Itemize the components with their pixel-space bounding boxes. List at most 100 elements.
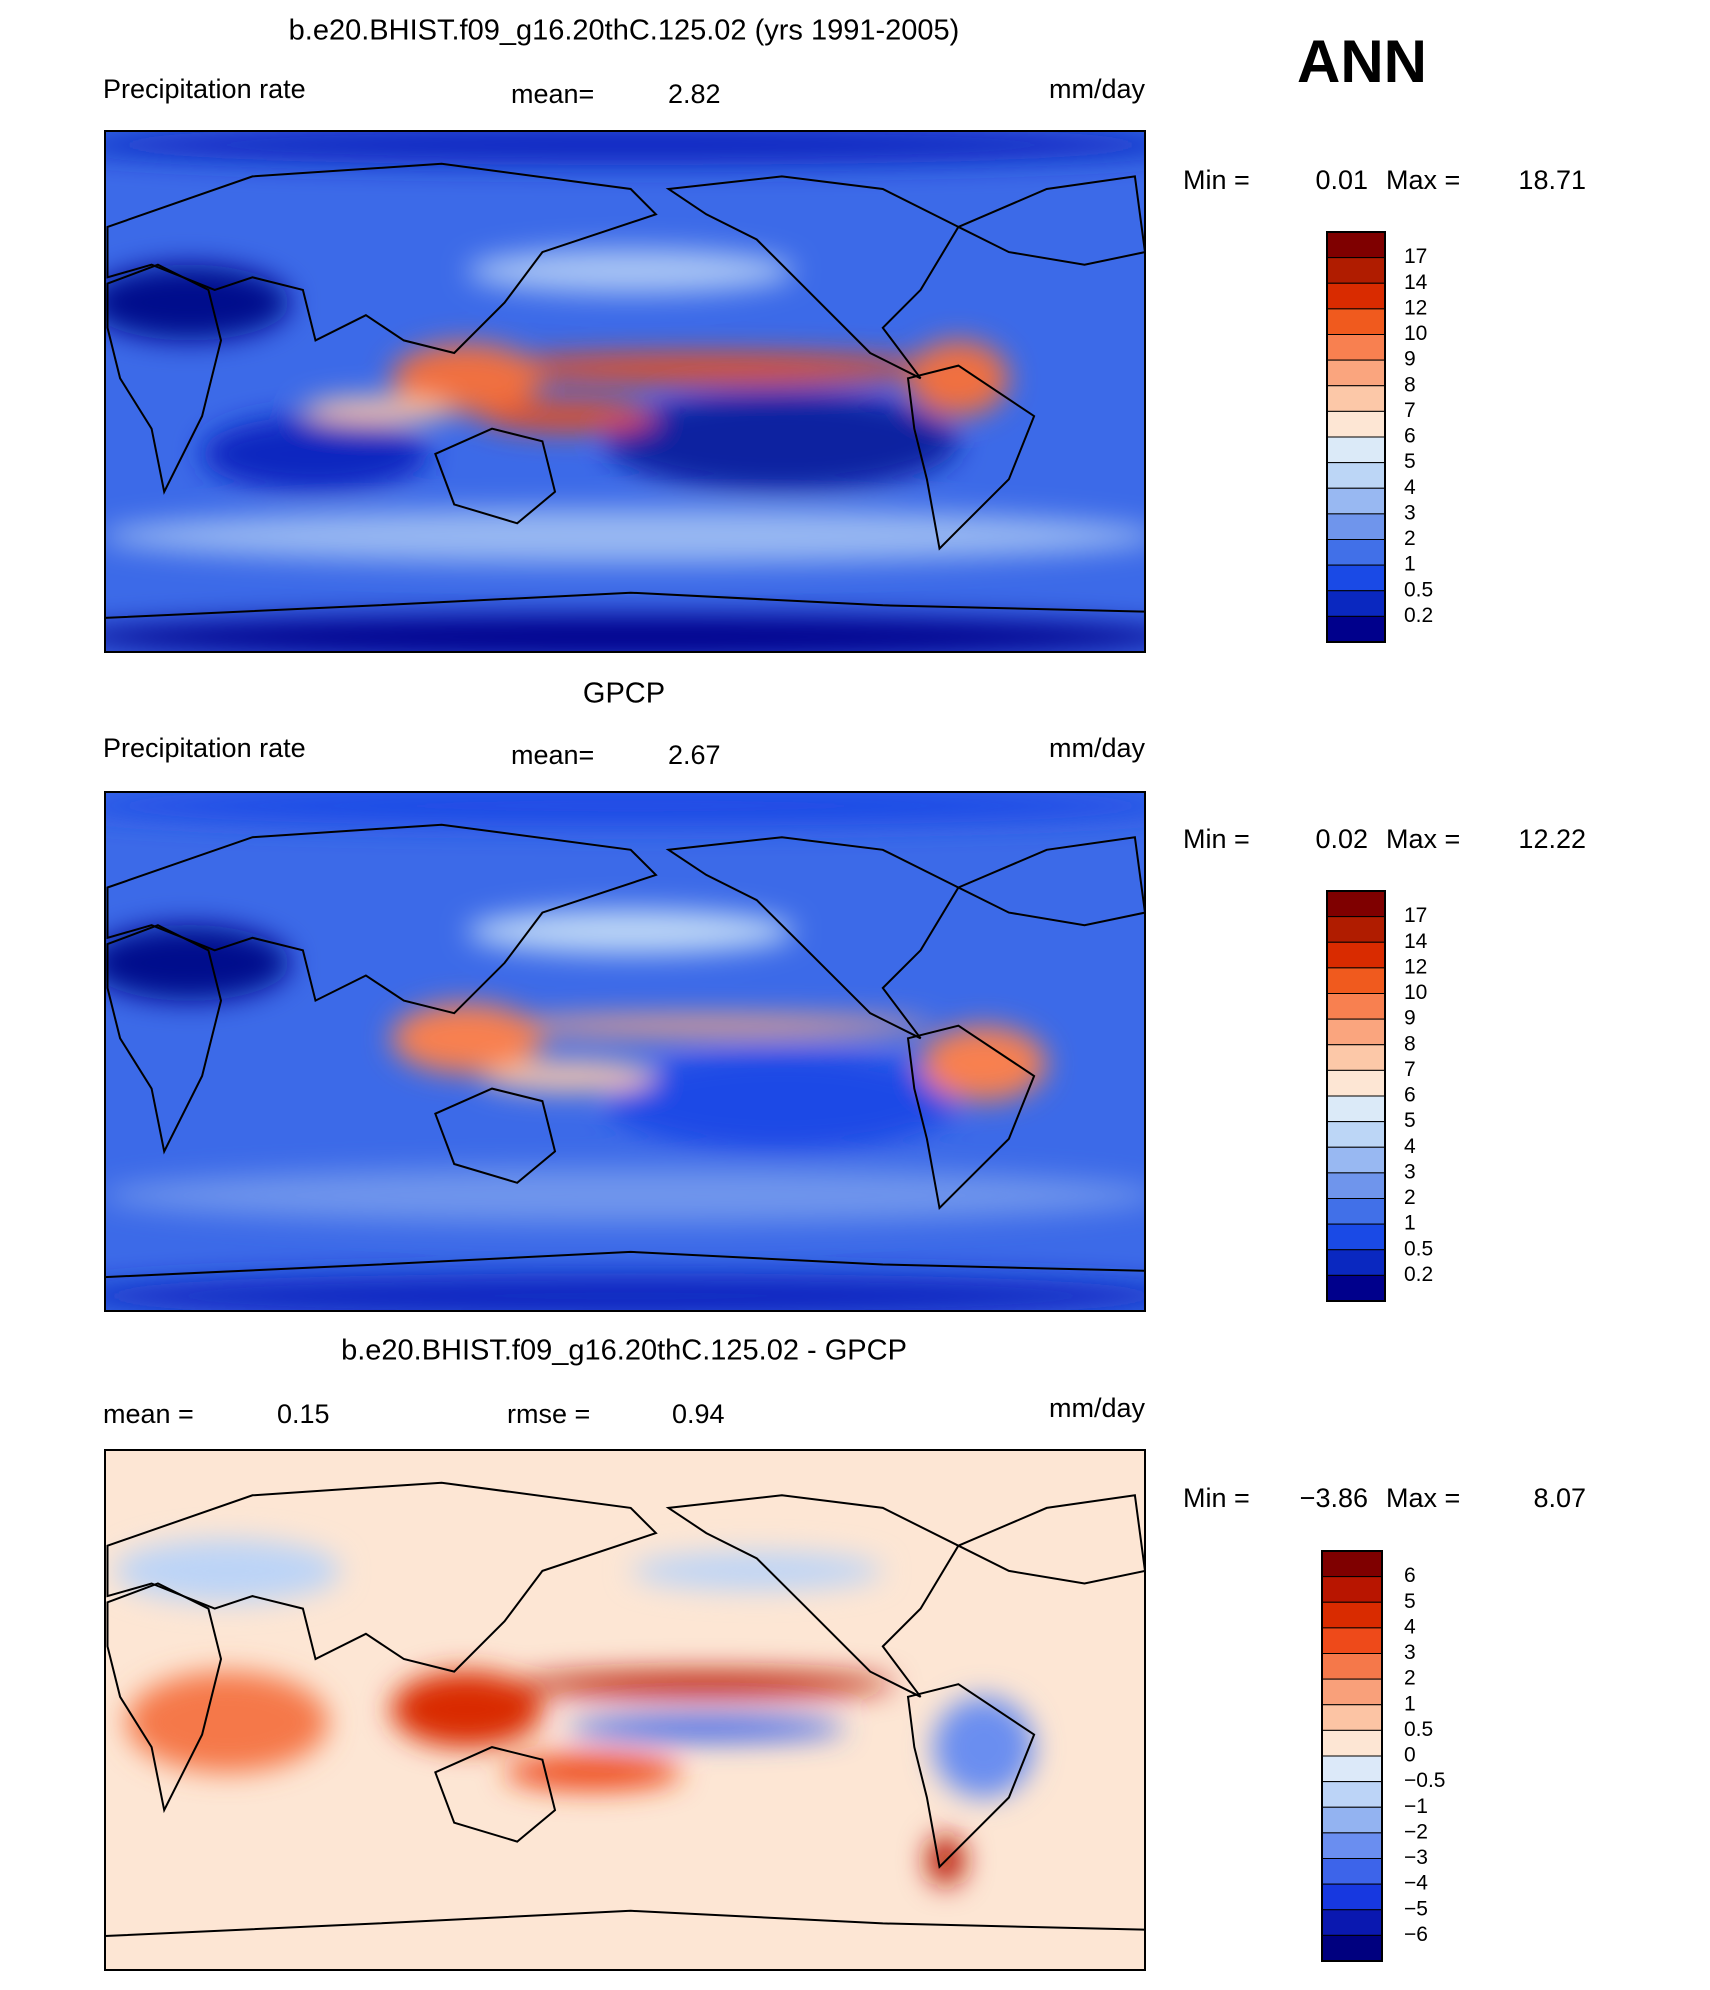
coastline [434,1746,557,1843]
map-field [105,792,1145,1311]
colorbar-box [1321,1909,1383,1936]
colorbar-box [1326,916,1386,943]
colorbar-label: 3 [1404,1641,1416,1664]
panel-title: GPCP [583,678,665,710]
colorbar-box [1326,1121,1386,1148]
field-blob [391,342,543,414]
coastline [665,1494,960,1698]
colorbar-label: 9 [1404,348,1416,371]
coastline [956,836,1145,927]
max-value: 12.22 [1518,824,1586,854]
map-frame [104,791,1146,1312]
colorbar-box [1326,1223,1386,1251]
colorbar-box [1321,1678,1383,1706]
field-blob [933,1696,1035,1798]
map-field [113,1539,1035,1886]
stat-value: 2.67 [668,740,721,770]
colorbar-label: 0 [1404,1744,1416,1767]
colorbar-label: 10 [1404,981,1427,1004]
colorbar-box [1326,385,1386,412]
colorbar-label: 3 [1404,501,1416,524]
field-blob [391,1002,543,1074]
max-value: 18.71 [1518,165,1586,195]
colorbar-label: 0.5 [1404,1237,1433,1260]
colorbar-label: 0.2 [1404,604,1433,627]
field-label: Precipitation rate [103,733,306,763]
colorbar-box [1321,1729,1383,1757]
colorbar-box [1321,1858,1383,1885]
colorbar-box [1326,410,1386,438]
field-blob [479,400,656,432]
colorbar-box [1326,1198,1386,1225]
colorbar-box [1321,1550,1383,1578]
colorbar-label: 6 [1404,1564,1416,1587]
coastline [906,364,1036,551]
field-blob [105,925,291,1001]
field-blob [126,1671,329,1773]
coastline [105,1250,1145,1279]
colorbar-box [1326,231,1386,259]
coastline [106,1481,658,1673]
colorbar-label: −6 [1404,1923,1428,1946]
field-blob [105,792,1145,826]
min-value: −3.86 [1300,1483,1368,1513]
colorbar-label: 5 [1404,1109,1416,1132]
colorbar-box [1321,1704,1383,1731]
colorbar-box [1321,1755,1383,1783]
map [105,1450,1145,1970]
colorbar-box [1326,1044,1386,1071]
field-blob [630,1551,883,1590]
colorbar-box [1326,436,1386,464]
colorbar-label: −3 [1404,1846,1428,1869]
max-label: Max = [1386,1483,1460,1513]
colorbar-box [1321,1627,1383,1654]
colorbar-label: 17 [1404,904,1427,927]
map-frame [104,1449,1146,1971]
colorbar-label: 3 [1404,1160,1416,1183]
field-blob [105,1273,1145,1311]
colorbar-label: 7 [1404,399,1416,422]
coastline [665,175,960,380]
colorbar-box [1321,1883,1383,1911]
max-label: Max = [1386,165,1460,195]
colorbar-label: −0.5 [1404,1769,1445,1792]
colorbar-label: 1 [1404,553,1416,576]
coastline [665,836,960,1040]
colorbar-box [1326,890,1386,918]
field-label: Precipitation rate [103,74,306,104]
colorbar-label: 2 [1404,527,1416,550]
colorbar-label: 0.5 [1404,578,1433,601]
map [105,792,1145,1311]
colorbar-label: 14 [1404,271,1428,294]
colorbar-label: 4 [1404,1135,1416,1158]
colorbar-box [1326,487,1386,515]
colorbar-label: −5 [1404,1897,1428,1920]
colorbar-box [1326,539,1386,566]
colorbar-box [1321,1576,1383,1603]
map [105,131,1145,652]
colorbar-label: 7 [1404,1058,1416,1081]
colorbar-label: 5 [1404,1590,1416,1613]
field-blob [907,340,1009,417]
colorbar-label: 9 [1404,1007,1416,1030]
stat-value: 0.15 [277,1399,330,1429]
colorbar-box [1326,1069,1386,1097]
coastline [906,1024,1036,1211]
colorbar-label: −1 [1404,1795,1428,1818]
colorbar-frame [1326,231,1386,643]
colorbar-box [1326,564,1386,592]
max-label: Max = [1386,824,1460,854]
colorbar-label: 4 [1404,476,1416,499]
colorbar-box [1326,1172,1386,1199]
colorbar-label: 14 [1404,930,1428,953]
colorbar-label: 5 [1404,450,1416,473]
colorbar-box [1326,282,1386,310]
min-value: 0.02 [1315,824,1368,854]
colorbar-box [1326,941,1386,969]
stat-label: mean= [511,740,594,770]
colorbar-box [1326,359,1386,387]
max-value: 8.07 [1533,1483,1586,1513]
colorbar-label: 2 [1404,1667,1416,1690]
colorbar-box [1326,1274,1386,1302]
units: mm/day [1049,74,1146,104]
